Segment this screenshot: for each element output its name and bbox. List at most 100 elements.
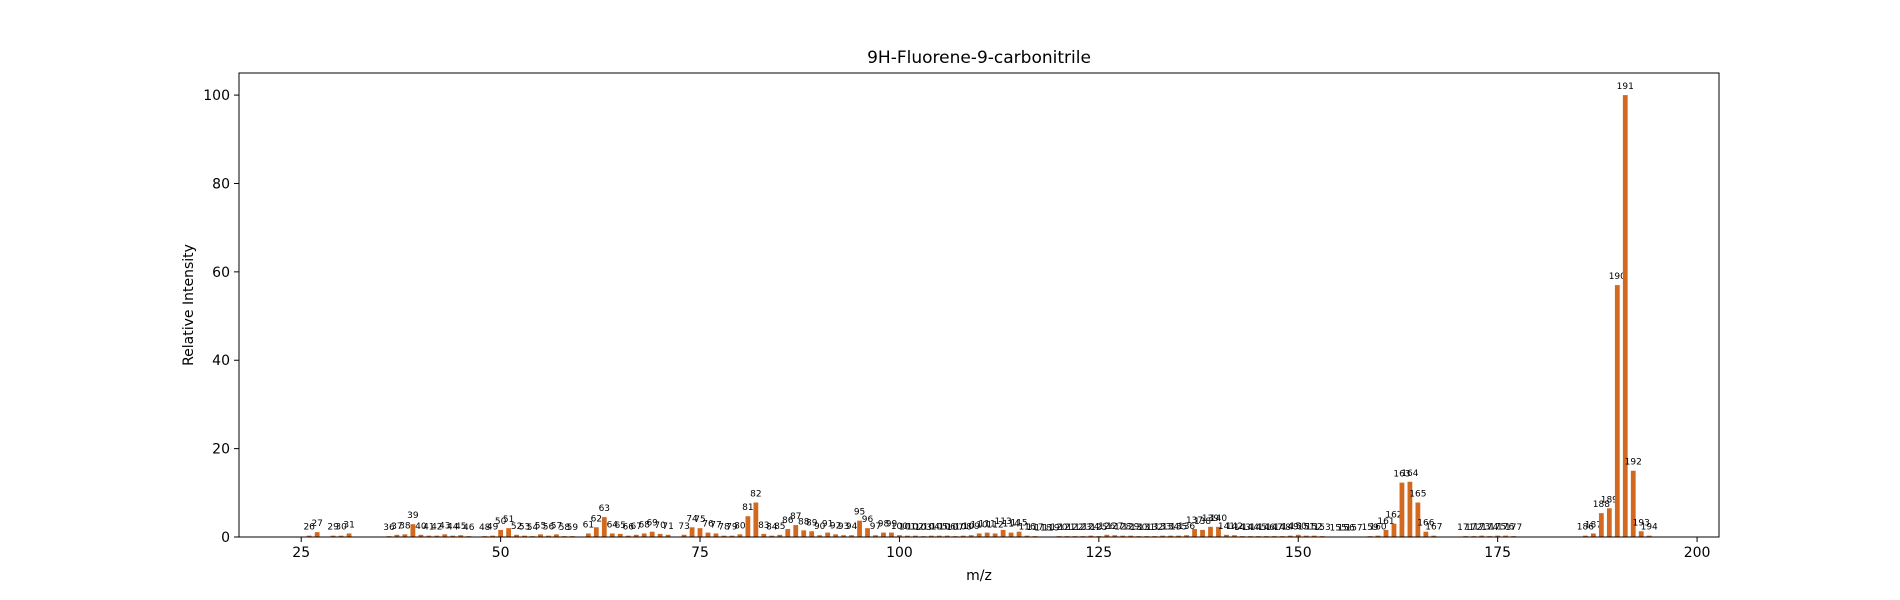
- bar-label: 148: [1274, 523, 1291, 533]
- bar: [713, 533, 719, 537]
- bar: [881, 532, 886, 537]
- bar: [554, 534, 559, 537]
- bar-label: 90: [814, 522, 826, 532]
- bar-label: 145: [1250, 523, 1267, 533]
- y-tick-label: 100: [203, 88, 230, 104]
- bar-label: 132: [1146, 523, 1163, 533]
- bar: [968, 535, 974, 537]
- bar-label: 30: [335, 523, 347, 533]
- bar: [1303, 535, 1309, 537]
- bar: [841, 535, 846, 537]
- bar-label: 91: [822, 520, 833, 530]
- bar-label: 131: [1138, 523, 1155, 533]
- bar: [865, 528, 870, 537]
- bar-label: 190: [1609, 272, 1626, 282]
- bar-label: 71: [662, 522, 673, 532]
- bar-label: 58: [559, 523, 571, 533]
- bar: [1614, 285, 1620, 537]
- bar: [1598, 513, 1604, 537]
- bar-label: 176: [1497, 523, 1514, 533]
- bar-label: 162: [1385, 511, 1402, 521]
- bar-label: 143: [1234, 523, 1251, 533]
- bar: [1192, 529, 1197, 537]
- bar: [442, 534, 448, 537]
- bar-label: 191: [1617, 82, 1634, 92]
- bar-label: 44: [447, 523, 459, 533]
- bar: [1128, 535, 1134, 537]
- bar: [729, 535, 735, 537]
- bar: [585, 533, 591, 537]
- bar-label: 63: [599, 504, 610, 514]
- bar: [1224, 534, 1229, 537]
- bar: [633, 534, 639, 537]
- bar-label: 50: [495, 517, 507, 527]
- bar: [809, 531, 815, 537]
- bar-label: 136: [1178, 522, 1195, 532]
- bar-label: 57: [551, 521, 562, 531]
- bar: [402, 534, 408, 537]
- bar-label: 112: [987, 520, 1004, 530]
- bar: [1415, 502, 1421, 537]
- bar-label: 64: [607, 520, 619, 530]
- bar-label: 120: [1050, 523, 1067, 533]
- bar-label: 161: [1377, 517, 1394, 527]
- bar-label: 94: [846, 522, 858, 532]
- bar-label: 27: [311, 519, 322, 529]
- bar-label: 96: [862, 515, 874, 525]
- bar: [514, 534, 519, 537]
- bar: [1583, 535, 1588, 537]
- y-tick-label: 80: [212, 176, 230, 192]
- bar: [1168, 535, 1174, 537]
- bar-label: 101: [899, 523, 916, 533]
- bar-label: 140: [1210, 514, 1227, 524]
- bar-label: 186: [1577, 523, 1594, 533]
- bar-label: 43: [439, 521, 450, 531]
- bar: [338, 535, 344, 537]
- bar-label: 97: [870, 522, 881, 532]
- bar-label: 119: [1042, 524, 1059, 534]
- y-tick-label: 20: [212, 442, 230, 458]
- bar-label: 188: [1593, 500, 1610, 510]
- bar-label: 39: [407, 511, 419, 521]
- bar: [825, 532, 831, 537]
- bar: [538, 534, 543, 537]
- bar-label: 163: [1393, 470, 1410, 480]
- bar-label: 53: [519, 523, 530, 533]
- bar-label: 173: [1473, 523, 1490, 533]
- bar-label: 142: [1226, 522, 1243, 532]
- bar: [873, 535, 878, 537]
- bar: [761, 533, 767, 537]
- bar-label: 85: [774, 522, 785, 532]
- bar-label: 153: [1314, 523, 1331, 533]
- bar: [1590, 533, 1596, 537]
- bar: [1391, 523, 1397, 537]
- x-tick-label: 50: [492, 545, 510, 561]
- bar-label: 76: [702, 520, 714, 530]
- bar: [1431, 535, 1437, 537]
- bar-label: 110: [971, 520, 988, 530]
- bar-label: 159: [1361, 523, 1378, 533]
- bar-label: 82: [750, 490, 761, 500]
- bar: [649, 531, 655, 537]
- bar-label: 189: [1601, 495, 1618, 505]
- bar-label: 174: [1481, 523, 1498, 533]
- bar: [665, 534, 671, 537]
- bar-label: 31: [343, 520, 354, 530]
- bar-label: 62: [591, 514, 602, 524]
- x-tick-label: 75: [691, 545, 709, 561]
- bar: [306, 535, 312, 537]
- bar-label: 135: [1170, 523, 1187, 533]
- bar: [1088, 535, 1094, 537]
- bar-label: 81: [742, 503, 753, 513]
- bar: [753, 502, 759, 537]
- bar-label: 141: [1218, 522, 1235, 532]
- bar: [849, 535, 854, 537]
- bar-label: 61: [583, 520, 594, 530]
- bar: [833, 534, 839, 537]
- bar-label: 175: [1489, 523, 1506, 533]
- bar-label: 172: [1465, 523, 1482, 533]
- bar: [506, 528, 511, 537]
- y-tick-label: 60: [212, 265, 230, 281]
- bar-label: 138: [1194, 517, 1211, 527]
